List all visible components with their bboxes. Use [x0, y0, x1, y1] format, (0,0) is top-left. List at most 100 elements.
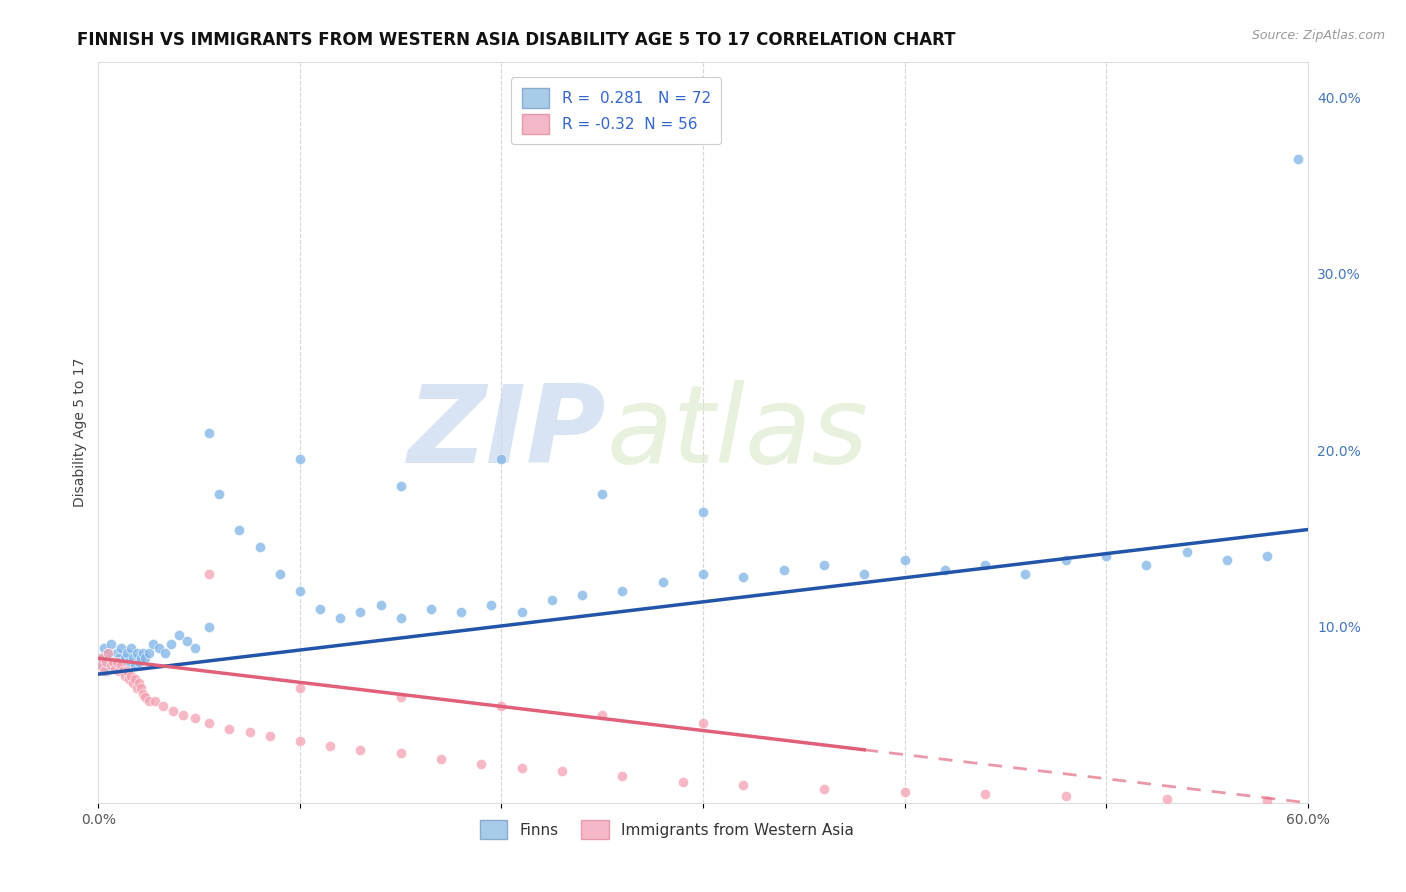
Point — [100, 637, 122, 651]
Point — [91, 651, 114, 665]
Text: Source: ZipAtlas.com: Source: ZipAtlas.com — [1251, 29, 1385, 42]
Point — [107, 664, 129, 678]
Point — [198, 425, 221, 440]
Point — [121, 651, 143, 665]
Point — [142, 637, 165, 651]
Point — [450, 606, 472, 620]
Point — [349, 743, 371, 757]
Point — [172, 707, 194, 722]
Point — [128, 676, 150, 690]
Point — [813, 558, 835, 572]
Point — [551, 764, 574, 778]
Point — [239, 725, 262, 739]
Point — [198, 716, 221, 731]
Point — [1135, 558, 1157, 572]
Point — [349, 606, 371, 620]
Point — [672, 774, 695, 789]
Point — [288, 452, 311, 467]
Point — [389, 478, 412, 492]
Point — [125, 646, 148, 660]
Point — [1216, 552, 1239, 566]
Point — [420, 602, 443, 616]
Point — [651, 575, 673, 590]
Point — [1054, 789, 1077, 803]
Point — [853, 566, 876, 581]
Point — [934, 563, 956, 577]
Point — [121, 676, 143, 690]
Point — [111, 664, 134, 678]
Point — [132, 686, 155, 700]
Point — [893, 552, 915, 566]
Point — [1095, 549, 1118, 563]
Point — [510, 606, 533, 620]
Point — [153, 646, 176, 660]
Point — [111, 664, 134, 678]
Point — [249, 540, 271, 554]
Point — [89, 658, 111, 673]
Point — [114, 651, 136, 665]
Point — [105, 655, 128, 669]
Point — [124, 673, 146, 687]
Point — [176, 633, 198, 648]
Point — [370, 599, 392, 613]
Point — [134, 651, 156, 665]
Point — [430, 752, 453, 766]
Point — [1175, 545, 1198, 559]
Point — [591, 707, 613, 722]
Point — [481, 599, 503, 613]
Point — [269, 566, 291, 581]
Point — [470, 757, 492, 772]
Point — [184, 711, 207, 725]
Point — [389, 690, 412, 704]
Point — [692, 566, 714, 581]
Point — [1014, 566, 1036, 581]
Point — [110, 658, 132, 673]
Point — [208, 487, 231, 501]
Point — [143, 693, 166, 707]
Point — [100, 658, 122, 673]
Point — [134, 690, 156, 704]
Point — [114, 669, 136, 683]
Point — [105, 646, 128, 660]
Point — [160, 637, 183, 651]
Point — [97, 646, 120, 660]
Point — [1286, 153, 1309, 167]
Point — [1156, 792, 1178, 806]
Point — [772, 563, 794, 577]
Point — [893, 785, 915, 799]
Point — [110, 640, 132, 655]
Point — [591, 487, 613, 501]
Y-axis label: Disability Age 5 to 17: Disability Age 5 to 17 — [73, 358, 87, 508]
Point — [184, 640, 207, 655]
Text: atlas: atlas — [606, 380, 868, 485]
Point — [115, 664, 138, 678]
Point — [540, 593, 562, 607]
Point — [259, 729, 281, 743]
Point — [571, 588, 593, 602]
Point — [148, 640, 170, 655]
Point — [733, 570, 755, 584]
Point — [91, 658, 114, 673]
Point — [692, 716, 714, 731]
Point — [103, 658, 125, 673]
Point — [96, 655, 118, 669]
Point — [107, 651, 129, 665]
Point — [152, 698, 174, 713]
Point — [120, 640, 142, 655]
Point — [97, 646, 120, 660]
Point — [118, 673, 141, 687]
Point — [125, 681, 148, 696]
Point — [733, 778, 755, 792]
Point — [288, 681, 311, 696]
Point — [128, 655, 150, 669]
Point — [228, 523, 250, 537]
Point — [129, 681, 152, 696]
Point — [96, 664, 118, 678]
Point — [389, 610, 412, 624]
Point — [129, 651, 152, 665]
Point — [510, 760, 533, 774]
Point — [198, 566, 221, 581]
Point — [138, 646, 160, 660]
Point — [101, 655, 124, 669]
Point — [1256, 549, 1278, 563]
